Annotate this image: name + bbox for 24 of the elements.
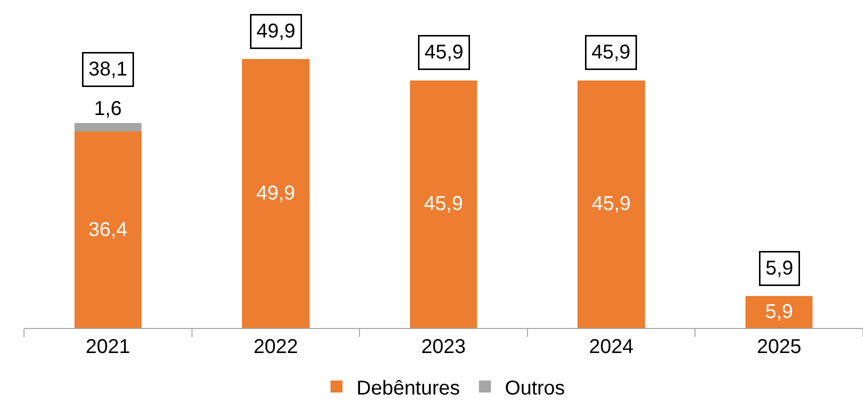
total-label: 45,9 (592, 42, 630, 64)
bar (410, 80, 478, 328)
x-tick-label: 2022 (253, 336, 298, 358)
bar (74, 123, 142, 132)
legend-label: Debêntures (356, 377, 460, 400)
data-label: 45,9 (424, 193, 463, 216)
data-label: 1,6 (94, 98, 122, 120)
data-label: 45,9 (592, 193, 631, 216)
total-label: 49,9 (256, 20, 296, 42)
total-label: 45,9 (424, 42, 464, 64)
x-tick-label: 2025 (756, 336, 802, 358)
data-label: 36,4 (88, 218, 128, 241)
data-label: 49,9 (256, 182, 296, 204)
x-tick-label: 2023 (421, 336, 466, 358)
x-tick-label: 2021 (86, 336, 130, 358)
bar (746, 296, 813, 328)
data-label: 5,9 (765, 301, 794, 324)
total-label: 5,9 (766, 258, 794, 280)
bar (242, 58, 310, 328)
bar (578, 80, 645, 328)
bar (74, 132, 142, 328)
x-tick-label: 2024 (589, 336, 634, 358)
legend-label: Outros (504, 377, 565, 400)
total-label: 38,1 (88, 58, 128, 80)
